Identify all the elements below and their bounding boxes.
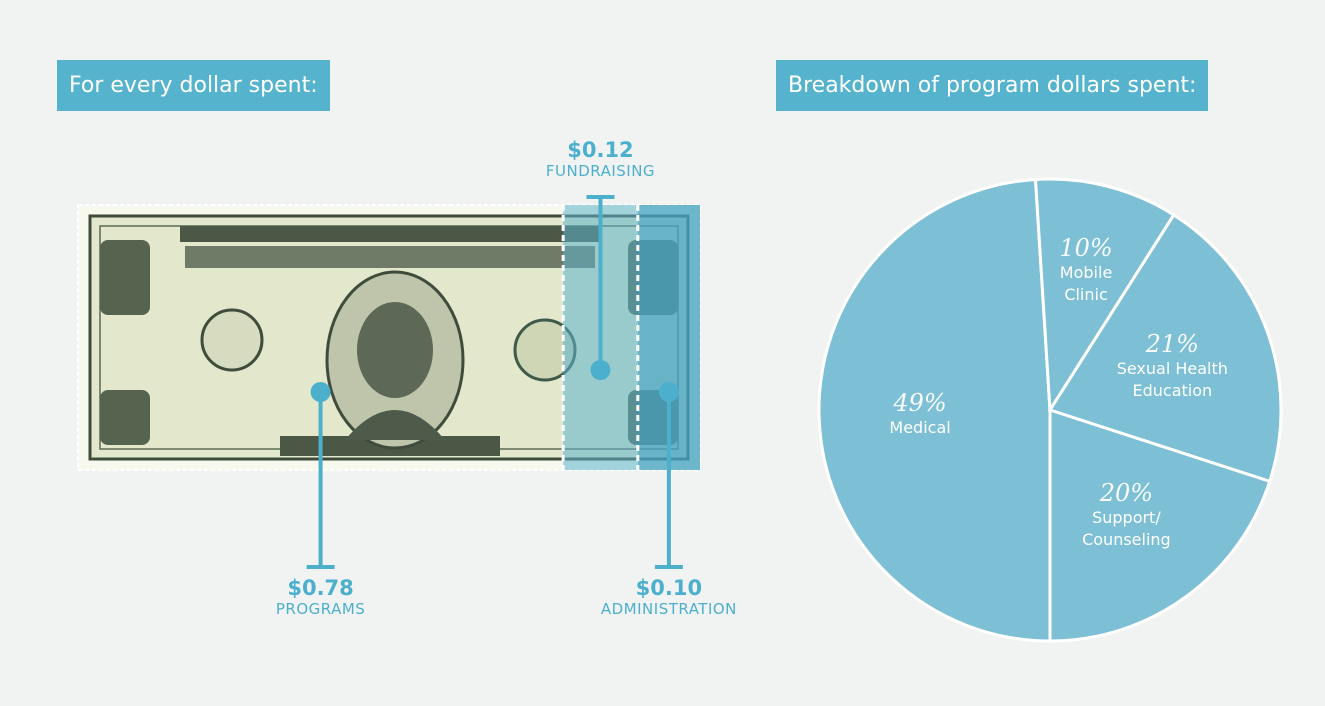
category-label: PROGRAMS <box>275 600 366 618</box>
pointer-dot <box>310 382 331 402</box>
portrait <box>357 302 433 398</box>
category-label: ADMINISTRATION <box>600 600 737 618</box>
pie-slice <box>1033 177 1176 415</box>
corner-ornament <box>100 390 150 445</box>
pointer-dot <box>590 360 611 380</box>
category-label: Mobile Clinic <box>1059 262 1113 304</box>
percent-label: 10% <box>1059 233 1113 262</box>
category-label: Medical <box>889 418 951 438</box>
pie-slice <box>1048 407 1272 643</box>
category-label: FUNDRAISING <box>545 162 656 180</box>
corner-ornament <box>100 240 150 315</box>
category-label: Support/ Counseling <box>1082 508 1171 550</box>
pie-slice <box>1047 212 1283 484</box>
value-label: $0.10 <box>635 576 703 600</box>
portrait-body <box>345 410 445 440</box>
value-label: $0.12 <box>567 138 634 162</box>
value-label-group: $0.78 PROGRAMS <box>276 576 365 618</box>
slice-label: 49% Medical <box>860 389 980 439</box>
section-title: Breakdown of program dollars spent: <box>776 60 1209 111</box>
percent-label: 20% <box>1099 479 1154 508</box>
pointer-dot <box>658 382 679 402</box>
slice-label: 10% Mobile Clinic <box>1041 234 1131 306</box>
bill-banner <box>180 226 600 242</box>
slice-label: 21% Sexual Health Education <box>1100 330 1245 402</box>
value-label-group: $0.10 ADMINISTRATION <box>601 576 737 618</box>
value-label-group: $0.12 FUNDRAISING <box>546 138 655 180</box>
percent-label: 21% <box>1145 329 1199 358</box>
section-title: For every dollar spent: <box>57 60 330 111</box>
pie-slice <box>817 177 1052 643</box>
category-label: Sexual Health Education <box>1116 358 1228 400</box>
reserve-seal <box>200 308 264 372</box>
bill-heading <box>185 246 595 268</box>
slice-label: 20% Support/ Counseling <box>1069 479 1184 551</box>
percent-label: 49% <box>893 389 947 418</box>
value-label: $0.78 <box>287 576 354 600</box>
